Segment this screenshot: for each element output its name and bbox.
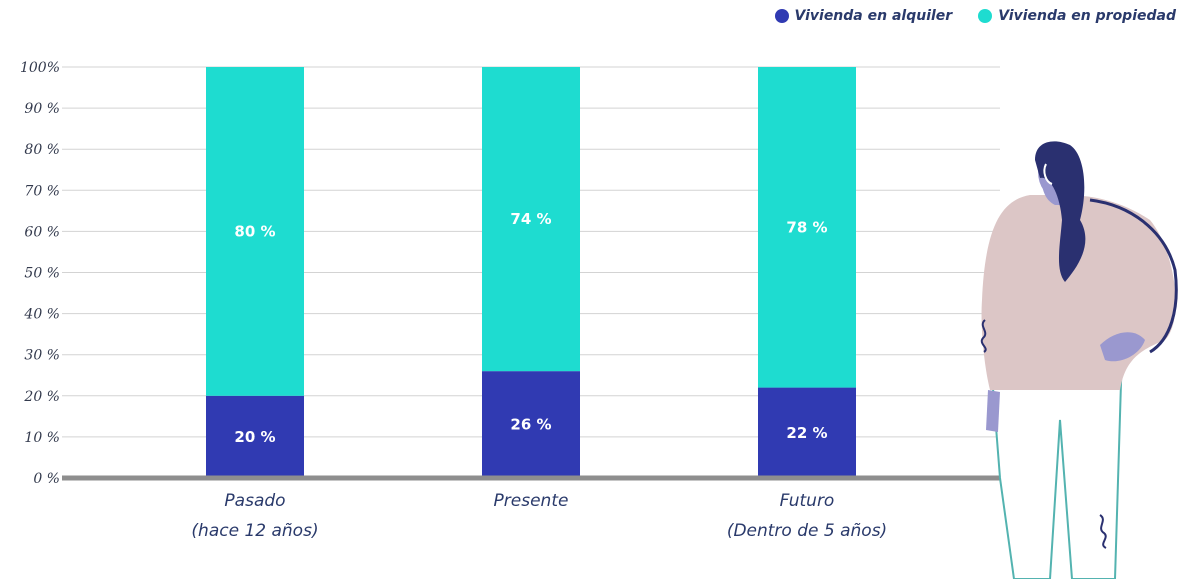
bar-segment (482, 67, 580, 372)
y-tick-label: 40 % (23, 307, 60, 323)
legend-label-propiedad: Vivienda en propiedad (998, 8, 1176, 24)
legend-swatch-propiedad-icon (978, 9, 993, 23)
bar-segment (206, 395, 304, 478)
x-category-label: (hace 12 años) (191, 521, 318, 541)
legend-item-alquiler: Vivienda en alquiler (774, 8, 953, 24)
y-tick-label: 80 % (24, 142, 60, 158)
y-tick-label: 100% (20, 60, 60, 76)
x-axis-categories: Pasado (hace 12 años) Presente Futuro (Dentr… (191, 491, 887, 541)
y-tick-label: 20 % (23, 389, 60, 405)
y-axis-ticks: 0 % 10 % 20 % 30 % 40 % 50 % 60 % 70 % 80 % 90 % 1… (20, 60, 60, 487)
data-label: 26 % (510, 416, 551, 434)
data-label: 80 % (234, 222, 275, 240)
data-label: 22 % (786, 424, 827, 442)
y-tick-label: 10 % (24, 430, 60, 446)
x-category-label: (Dentro de 5 años) (727, 521, 887, 541)
legend-item-propiedad: Vivienda en propiedad (978, 8, 1176, 24)
y-tick-label: 70 % (24, 183, 60, 199)
x-category-label: Presente (494, 491, 569, 511)
bars: 20 % 80 % 26 % 74 % 22 % 78 % (206, 67, 856, 478)
bar-segment (758, 387, 856, 478)
y-tick-label: 30 % (24, 348, 60, 364)
y-tick-label: 50 % (24, 266, 60, 282)
x-category-label: Futuro (780, 491, 835, 511)
y-tick-label: 0 % (33, 471, 60, 487)
data-label: 20 % (234, 428, 275, 446)
legend: Vivienda en alquiler Vivienda en propied… (774, 8, 1176, 24)
legend-swatch-alquiler-icon (774, 9, 789, 23)
x-category-label: Pasado (224, 491, 285, 511)
y-tick-label: 60 % (24, 224, 60, 240)
legend-label-alquiler: Vivienda en alquiler (794, 8, 953, 24)
y-tick-label: 90 % (24, 101, 60, 117)
woman-illustration-icon (980, 141, 1178, 579)
data-label: 74 % (510, 210, 551, 228)
bar-segment (206, 67, 304, 396)
bar-segment (482, 371, 580, 478)
data-label: 78 % (786, 218, 827, 236)
bar-segment (758, 67, 856, 388)
